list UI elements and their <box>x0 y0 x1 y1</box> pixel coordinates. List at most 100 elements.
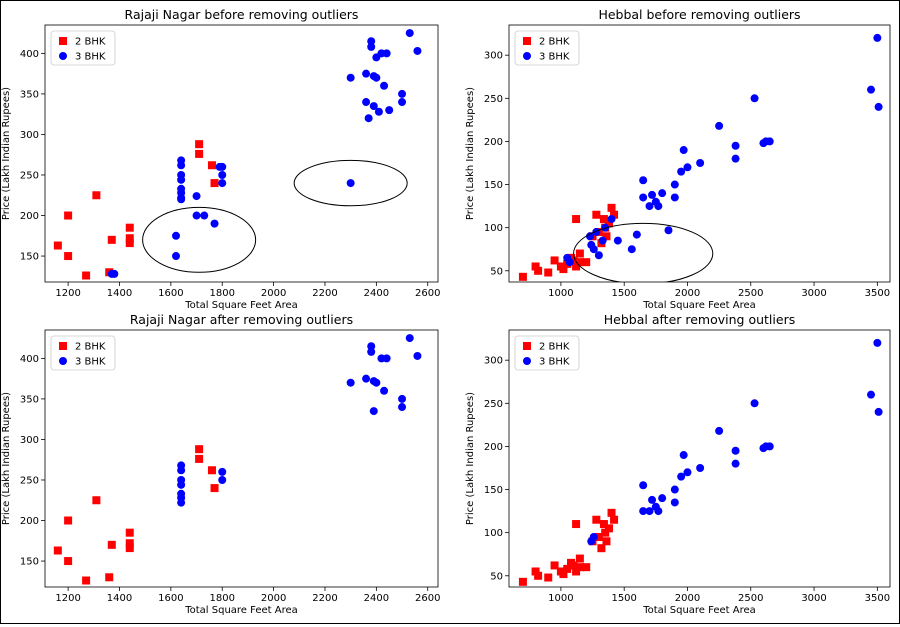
point-2bhk <box>569 256 578 265</box>
point-2bhk <box>572 567 581 576</box>
x-tick-label: 2500 <box>738 288 763 299</box>
point-3bhk <box>696 158 705 167</box>
point-3bhk <box>405 29 414 38</box>
point-3bhk <box>589 245 598 254</box>
point-3bhk <box>731 446 740 455</box>
point-3bhk <box>218 170 227 179</box>
x-tick-label: 1800 <box>210 593 235 604</box>
point-2bhk <box>607 508 616 517</box>
point-3bhk <box>658 189 667 198</box>
point-3bhk <box>765 442 774 451</box>
legend-label: 2 BHK <box>75 342 106 353</box>
point-3bhk <box>632 230 641 239</box>
point-3bhk <box>873 338 882 347</box>
point-3bhk <box>731 459 740 468</box>
point-3bhk <box>696 463 705 472</box>
x-tick-label: 2400 <box>364 288 389 299</box>
y-tick-label: 150 <box>484 485 503 496</box>
point-3bhk <box>346 73 355 82</box>
point-3bhk <box>362 98 371 107</box>
point-2bhk <box>610 210 619 219</box>
chart-title: Rajaji Nagar after removing outliers <box>130 312 353 327</box>
point-3bhk <box>874 407 883 416</box>
point-3bhk <box>613 236 622 245</box>
point-3bhk <box>367 342 376 351</box>
x-tick-label: 1500 <box>611 288 636 299</box>
y-tick-label: 350 <box>20 394 39 405</box>
point-3bhk <box>210 219 219 228</box>
point-3bhk <box>639 193 648 202</box>
x-tick-label: 2200 <box>312 593 337 604</box>
point-2bhk <box>599 520 608 529</box>
point-3bhk <box>639 481 648 490</box>
point-3bhk <box>586 232 595 241</box>
point-3bhk <box>192 192 201 201</box>
legend-label: 2 BHK <box>75 37 106 48</box>
point-2bhk <box>207 466 216 475</box>
point-3bhk <box>654 507 663 516</box>
x-tick-label: 2000 <box>675 593 700 604</box>
legend-marker-3bhk <box>523 52 531 60</box>
y-tick-label: 250 <box>20 170 39 181</box>
point-3bhk <box>372 378 381 387</box>
point-3bhk <box>765 137 774 146</box>
point-2bhk <box>575 258 584 267</box>
legend: 2 BHK 3 BHK <box>50 335 116 371</box>
point-3bhk <box>382 354 391 363</box>
y-tick-label: 150 <box>20 557 39 568</box>
point-2bhk <box>592 210 601 219</box>
x-tick-label: 3500 <box>865 288 890 299</box>
legend-marker-3bhk <box>59 357 67 365</box>
point-2bhk <box>550 561 559 570</box>
outlier-ellipse <box>573 222 714 282</box>
point-3bhk <box>413 46 422 55</box>
y-tick-label: 250 <box>484 94 503 105</box>
point-3bhk <box>177 161 186 170</box>
point-3bhk <box>177 466 186 475</box>
point-3bhk <box>731 141 740 150</box>
y-axis-label: Price (Lakh Indian Rupees) <box>465 392 476 525</box>
point-3bhk <box>715 121 724 130</box>
legend-marker-2bhk <box>59 37 67 45</box>
chart-title: Hebbal before removing outliers <box>598 7 800 22</box>
axes-frame <box>44 329 439 588</box>
point-2bhk <box>531 262 540 271</box>
y-tick-label: 400 <box>20 354 39 365</box>
point-2bhk <box>602 537 611 546</box>
legend-marker-2bhk <box>523 342 531 350</box>
point-3bhk <box>177 175 186 184</box>
x-tick-label: 1600 <box>158 288 183 299</box>
point-3bhk <box>654 202 663 211</box>
point-2bhk <box>210 484 219 493</box>
point-2bhk <box>575 563 584 572</box>
point-3bhk <box>598 236 607 245</box>
point-2bhk <box>604 524 613 533</box>
point-2bhk <box>518 577 527 586</box>
point-3bhk <box>369 407 378 416</box>
x-tick-label: 3000 <box>801 288 826 299</box>
legend: 2 BHK 3 BHK <box>514 335 580 371</box>
x-tick-label: 2000 <box>675 288 700 299</box>
y-tick-label: 300 <box>20 435 39 446</box>
point-2bhk <box>92 191 101 200</box>
point-2bhk <box>64 252 73 261</box>
point-3bhk <box>664 226 673 235</box>
point-3bhk <box>177 498 186 507</box>
axes-frame <box>508 24 891 283</box>
point-3bhk <box>364 114 373 123</box>
point-3bhk <box>374 107 383 116</box>
point-3bhk <box>218 467 227 476</box>
point-3bhk <box>679 146 688 155</box>
point-2bhk <box>125 223 134 232</box>
x-tick-label: 2500 <box>738 593 763 604</box>
x-tick-label: 1600 <box>158 593 183 604</box>
chart-1: Hebbal before removing outliers 1000 1500 2… <box>465 7 891 311</box>
legend-marker-3bhk <box>523 357 531 365</box>
point-3bhk <box>218 162 227 171</box>
x-tick-label: 2400 <box>364 593 389 604</box>
x-tick-label: 1400 <box>107 593 132 604</box>
point-2bhk <box>125 528 134 537</box>
point-3bhk <box>683 468 692 477</box>
point-2bhk <box>64 557 73 566</box>
